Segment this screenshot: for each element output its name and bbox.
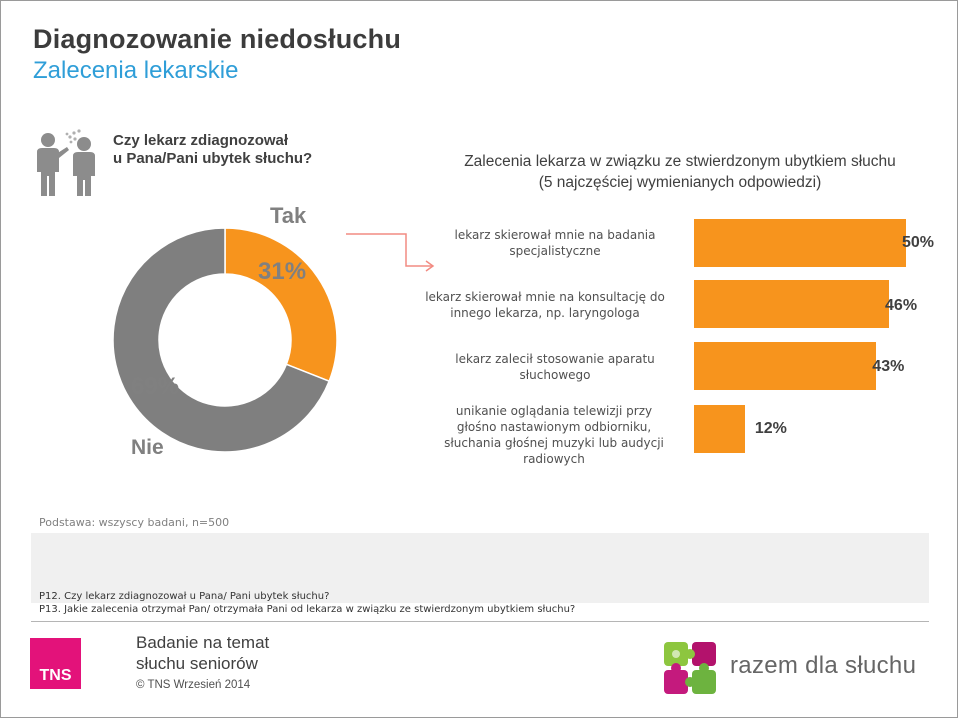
bar-category-line: unikanie oglądania telewizji przy — [455, 404, 653, 418]
bars-title-line: Zalecenia lekarza w związku ze stwierdzo… — [464, 153, 896, 170]
donut-question-line: Czy lekarz zdiagnozował — [113, 132, 289, 149]
bars-title-line: (5 najczęściej wymienianych odpowiedzi) — [538, 174, 822, 191]
donut-label-no: Nie — [131, 436, 164, 459]
bar-value-label: 46% — [885, 297, 918, 314]
bar-category-line: lekarz skierował mnie na konsultację do — [425, 290, 665, 304]
bar-category-line: słuchania głośnej muzyki lub audycji — [444, 436, 664, 450]
footer-divider — [31, 621, 929, 622]
footer-title-line: słuchu seniorów — [136, 654, 258, 673]
base-note: Podstawa: wszyscy badani, n=500 — [39, 516, 230, 529]
doctor-patient-icon — [37, 129, 95, 196]
brand-name: razem dla słuchu — [730, 652, 917, 679]
puzzle-pieces-icon — [664, 642, 716, 694]
copyright: © TNS Wrzesień 2014 — [136, 679, 251, 691]
page-subtitle: Zalecenia lekarskie — [33, 57, 239, 84]
bar-category-label: lekarz skierował mnie na badania specjal… — [430, 227, 680, 259]
page-title: Diagnozowanie niedosłuchu — [33, 24, 402, 54]
donut-slice — [112, 227, 331, 453]
tns-logo: TNS — [30, 638, 81, 689]
bar-category-line: lekarz skierował mnie na badania — [454, 228, 656, 242]
bar — [694, 405, 745, 453]
bar-category-label: lekarz zalecił stosowanie aparatu słucho… — [430, 351, 680, 383]
bar-value-label: 43% — [872, 358, 905, 375]
donut-value-yes: 31% — [258, 258, 307, 285]
bars-title: Zalecenia lekarza w związku ze stwierdzo… — [400, 151, 960, 193]
question-note: P13. Jakie zalecenia otrzymał Pan/ otrzy… — [39, 604, 576, 615]
bar-category-label: lekarz skierował mnie na konsultację do … — [405, 289, 685, 321]
donut-label-yes: Tak — [270, 203, 307, 228]
bar-category-line: specjalistyczne — [509, 244, 601, 258]
bar-category-line: radiowych — [523, 452, 585, 466]
donut-question: Czy lekarz zdiagnozował u Pana/Pani ubyt… — [113, 132, 353, 168]
bar-category-line: słuchowego — [519, 368, 591, 382]
question-notes: P12. Czy lekarz zdiagnozował u Pana/ Pan… — [39, 590, 575, 616]
notes-band — [31, 533, 929, 603]
footer-title: Badanie na temat słuchu seniorów — [136, 632, 269, 674]
bar — [694, 219, 906, 267]
tns-logo-text: TNS — [39, 667, 72, 684]
bar-category-line: głośno nastawionym odbiorniku, — [456, 420, 652, 434]
bar-value-label: 50% — [901, 234, 935, 251]
donut-value-no: 69% — [131, 373, 180, 400]
bar-category-line: innego lekarza, np. laryngologa — [450, 306, 640, 320]
question-note: P12. Czy lekarz zdiagnozował u Pana/ Pan… — [39, 591, 330, 602]
donut-question-line: u Pana/Pani ubytek słuchu? — [113, 150, 313, 167]
donut-slice — [224, 227, 338, 383]
footer-title-line: Badanie na temat — [136, 633, 270, 652]
bar-category-label: unikanie oglądania telewizji przy głośno… — [418, 403, 690, 467]
bar — [694, 280, 890, 328]
bar-category-line: lekarz zalecił stosowanie aparatu — [455, 352, 655, 366]
bar — [694, 342, 877, 390]
bar-value-label: 12% — [754, 420, 787, 437]
